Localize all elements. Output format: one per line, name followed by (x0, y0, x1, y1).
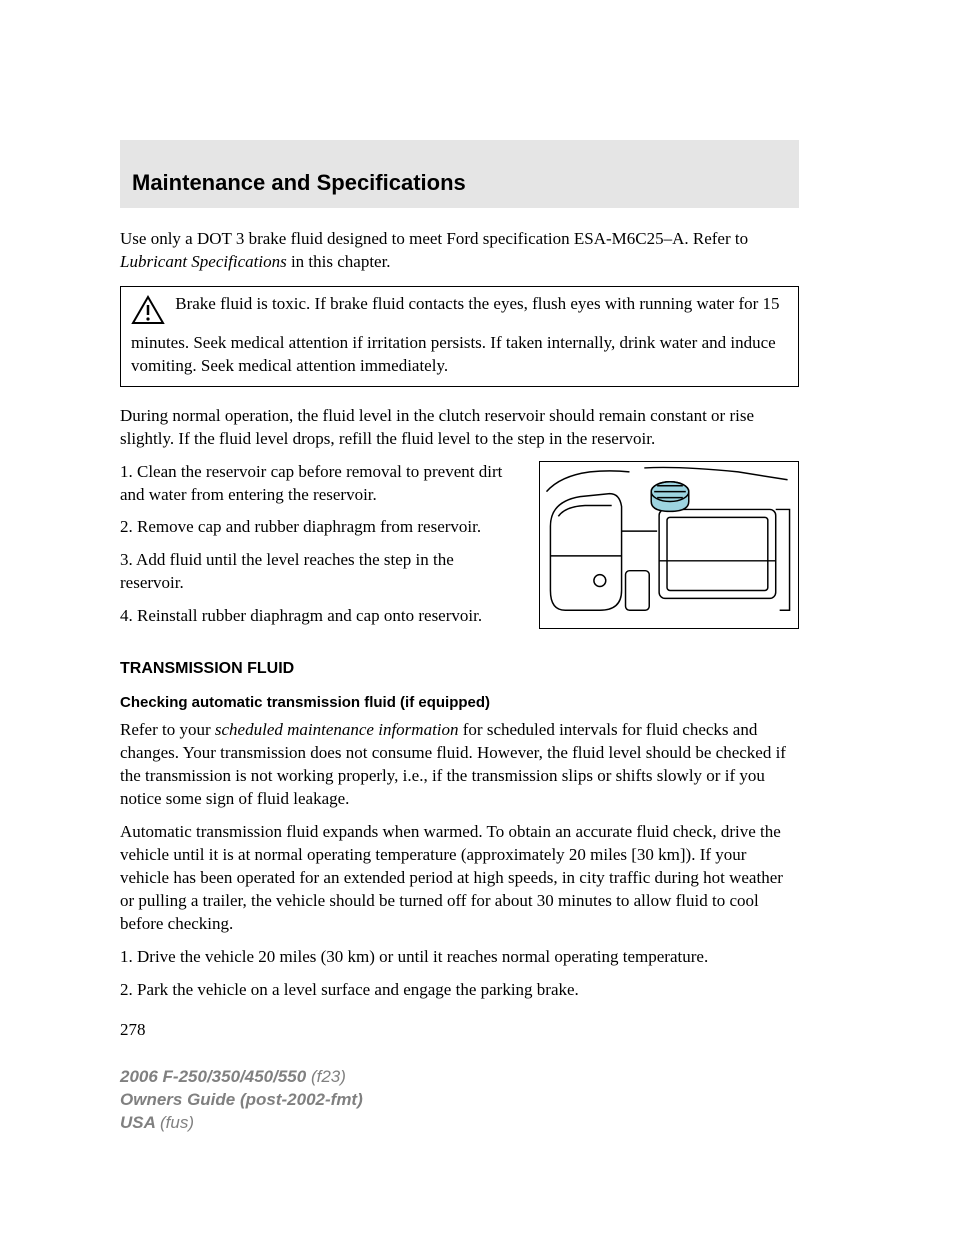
transmission-subheading: Checking automatic transmission fluid (i… (120, 694, 799, 711)
engine-reservoir-diagram (539, 461, 799, 629)
intro-italic: Lubricant Specifications (120, 252, 287, 271)
clutch-step-2: 2. Remove cap and rubber diaphragm from … (120, 516, 519, 539)
transmission-p2: Automatic transmission fluid expands whe… (120, 821, 799, 936)
warning-text: Brake fluid is toxic. If brake fluid con… (131, 294, 780, 375)
transmission-step-1: 1. Drive the vehicle 20 miles (30 km) or… (120, 946, 799, 969)
intro-text-1: Use only a DOT 3 brake fluid designed to… (120, 229, 748, 248)
clutch-step-3: 3. Add fluid until the level reaches the… (120, 549, 519, 595)
intro-text-2: in this chapter. (287, 252, 391, 271)
clutch-intro: During normal operation, the fluid level… (120, 405, 799, 451)
warning-box: Brake fluid is toxic. If brake fluid con… (120, 286, 799, 387)
transmission-step-2: 2. Park the vehicle on a level surface a… (120, 979, 799, 1002)
footer-guide: Owners Guide (post-2002-fmt) (120, 1089, 363, 1112)
warning-triangle-icon (131, 295, 165, 332)
intro-paragraph: Use only a DOT 3 brake fluid designed to… (120, 228, 799, 274)
trans-p1-italic: scheduled maintenance information (215, 720, 459, 739)
footer-region-code: (fus) (160, 1113, 194, 1132)
footer: 2006 F-250/350/450/550 (f23) Owners Guid… (120, 1066, 363, 1135)
footer-code: (f23) (311, 1067, 346, 1086)
section-title: Maintenance and Specifications (132, 170, 799, 196)
transmission-p1: Refer to your scheduled maintenance info… (120, 719, 799, 811)
trans-p1-a: Refer to your (120, 720, 215, 739)
section-header: Maintenance and Specifications (120, 140, 799, 208)
footer-model: 2006 F-250/350/450/550 (120, 1067, 311, 1086)
transmission-heading: TRANSMISSION FLUID (120, 660, 799, 678)
footer-region: USA (120, 1113, 160, 1132)
page-number: 278 (120, 1020, 799, 1040)
clutch-step-4: 4. Reinstall rubber diaphragm and cap on… (120, 605, 519, 628)
clutch-step-1: 1. Clean the reservoir cap before remova… (120, 461, 519, 507)
